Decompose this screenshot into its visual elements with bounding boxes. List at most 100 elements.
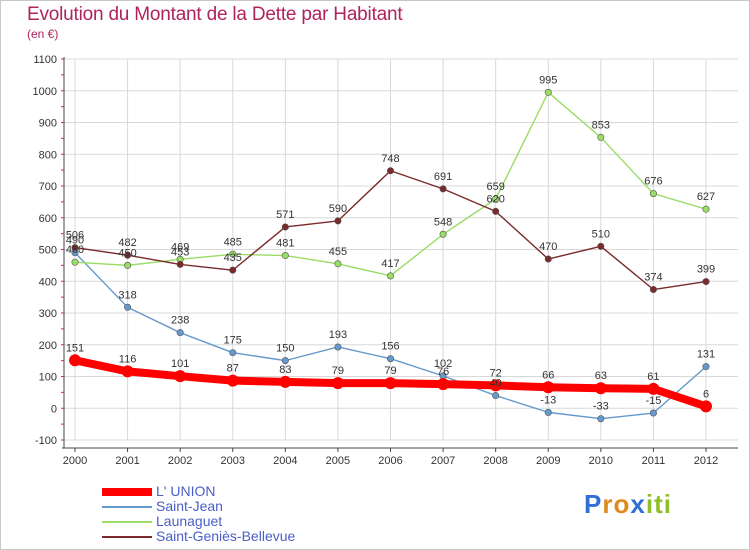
series-saint-jean-data-label: 318	[118, 289, 136, 301]
series-l-union-data-label: 61	[647, 371, 659, 383]
series-saint-jean-point	[597, 415, 605, 423]
y-tick-labels: -100 0 100 200 300 400 500 600 700 800 900 1000 1100	[33, 54, 57, 447]
series-launaguet-point	[649, 190, 657, 198]
x-tick-label: 2001	[115, 455, 139, 467]
legend-swatch	[102, 506, 152, 508]
y-tick-label: 100	[39, 372, 57, 384]
series-l-union-point	[226, 374, 239, 387]
x-tick-label: 2005	[326, 455, 350, 467]
y-tick-label: 400	[39, 276, 57, 288]
legend-label: L' UNION	[156, 483, 216, 499]
x-tick-label: 2004	[273, 455, 297, 467]
series-l-union-point	[384, 377, 397, 390]
series-group	[69, 88, 712, 423]
series-l-union-data-label: 76	[437, 366, 449, 378]
y-tick-label: 900	[39, 118, 57, 130]
series-launaguet-data-label: 469	[171, 241, 189, 253]
series-saint-geni-s-bellevue-point	[281, 223, 289, 231]
series-saint-jean-point	[124, 303, 132, 311]
series-l-union-data-label: 101	[171, 358, 189, 370]
series-launaguet-point	[544, 88, 552, 96]
series-saint-geni-s-bellevue-point	[649, 286, 657, 294]
series-launaguet-point	[492, 195, 500, 203]
series-saint-geni-s-bellevue-point	[386, 167, 394, 175]
series-saint-geni-s-bellevue-point	[334, 217, 342, 225]
x-tick-label: 2011	[642, 455, 666, 467]
series-saint-jean-point	[229, 349, 237, 357]
series-launaguet-data-label: 450	[118, 247, 136, 259]
data-labels: 490 318 238 175 150 193 156 102 40 -13 -33 -15 131 46…	[66, 74, 715, 412]
x-tick-label: 2000	[63, 455, 87, 467]
series-saint-geni-s-bellevue-data-label: 748	[381, 153, 399, 165]
series-saint-jean-point	[386, 355, 394, 363]
series-launaguet-data-label: 548	[434, 216, 452, 228]
series-launaguet-point	[71, 258, 79, 266]
series-launaguet-point	[439, 230, 447, 238]
series-saint-jean-data-label: 150	[276, 343, 294, 355]
series-saint-geni-s-bellevue-data-label: 510	[592, 228, 610, 240]
series-saint-jean-data-label: 40	[490, 378, 502, 390]
proxiti-logo: Proxiti	[584, 489, 672, 520]
series-launaguet-point	[281, 252, 289, 260]
series-launaguet-point	[597, 133, 605, 141]
series-saint-geni-s-bellevue-data-label: 470	[539, 241, 557, 253]
x-tick-label: 2010	[589, 455, 613, 467]
series-saint-geni-s-bellevue-point	[492, 207, 500, 215]
series-l-union-data-label: 6	[703, 388, 709, 400]
series-l-union-point	[437, 378, 450, 391]
logo-letter: t	[654, 489, 664, 519]
series-l-union-point	[69, 354, 81, 367]
logo-letter: r	[602, 489, 614, 519]
series-saint-geni-s-bellevue-data-label: 620	[486, 193, 504, 205]
series-launaguet-data-label: 460	[66, 244, 84, 256]
logo-letter: i	[663, 489, 672, 519]
logo-letter: i	[645, 489, 655, 519]
series-saint-geni-s-bellevue-data-label: 506	[66, 230, 84, 242]
series-launaguet-data-label: 676	[644, 176, 662, 188]
y-tick-label: 1000	[33, 86, 57, 98]
series-saint-geni-s-bellevue-data-label: 691	[434, 171, 452, 183]
series-saint-geni-s-bellevue-data-label: 590	[329, 203, 347, 215]
series-l-union-point	[700, 400, 712, 413]
series-l-union-data-label: 79	[332, 365, 344, 377]
series-l-union-data-label: 72	[490, 367, 502, 379]
series-l-union-point	[594, 382, 607, 395]
series-saint-jean-point	[702, 363, 710, 371]
series-saint-geni-s-bellevue-point	[439, 185, 447, 193]
series-launaguet-point	[334, 260, 342, 268]
series-launaguet-data-label: 455	[329, 246, 347, 258]
y-tick-label: 800	[39, 149, 57, 161]
series-saint-jean-data-label: 131	[697, 349, 715, 361]
chart-title: Evolution du Montant de la Dette par Hab…	[27, 4, 403, 25]
legend-swatch	[102, 536, 152, 538]
series-saint-jean-point	[492, 392, 500, 400]
series-saint-jean-data-label: 193	[329, 329, 347, 341]
x-tick-label: 2012	[694, 455, 718, 467]
series-saint-geni-s-bellevue-point	[544, 255, 552, 263]
series-launaguet-point	[702, 205, 710, 213]
series-saint-geni-s-bellevue-data-label: 374	[644, 272, 662, 284]
series-launaguet-data-label: 853	[592, 119, 610, 131]
series-saint-geni-s-bellevue-data-label: 435	[224, 252, 242, 264]
series-launaguet-data-label: 485	[224, 236, 242, 248]
y-unit-label: (en €)	[27, 27, 59, 41]
legend-label: Saint-Jean	[156, 498, 223, 514]
series-l-union-point	[489, 379, 502, 392]
series-saint-jean-point	[649, 409, 657, 417]
logo-letter: x	[630, 489, 646, 519]
series-saint-geni-s-bellevue-data-label: 399	[697, 264, 715, 276]
logo-letter: P	[584, 489, 603, 519]
series-launaguet-point	[124, 261, 132, 269]
x-tick-labels: 2000 2001 2002 2003 2004 2005 2006 2007 2008 2009…	[63, 455, 718, 467]
x-tick-label: 2006	[378, 455, 402, 467]
x-tick-label: 2009	[536, 455, 560, 467]
series-l-union-point	[174, 370, 187, 383]
series-l-union-data-label: 87	[227, 363, 239, 375]
y-tick-label: 700	[39, 181, 57, 193]
series-saint-jean-point	[176, 329, 184, 337]
series-saint-geni-s-bellevue-point	[71, 244, 79, 252]
x-tick-label: 2008	[483, 455, 507, 467]
series-l-union-data-label: 63	[595, 370, 607, 382]
series-l-union-data-label: 79	[384, 365, 396, 377]
series-saint-jean-data-label: 102	[434, 358, 452, 370]
